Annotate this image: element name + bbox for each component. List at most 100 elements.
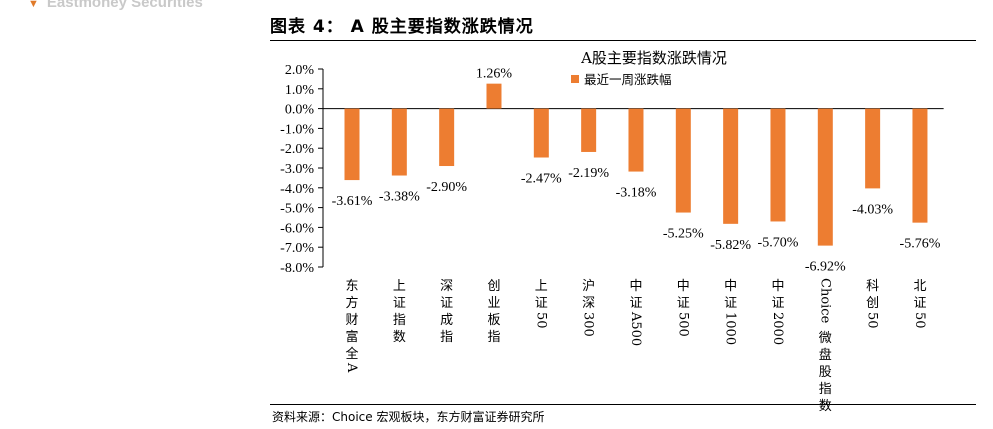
category-label-segment: 指 (487, 330, 500, 345)
category-label-segment: 深 (440, 279, 453, 294)
category-label-segment: 沪 (582, 278, 595, 294)
data-label: -5.70% (758, 235, 799, 250)
top-rule (270, 40, 976, 41)
bar (912, 108, 928, 223)
category-label-segment: 证 (913, 296, 926, 311)
category-label-segment: 数 (393, 330, 406, 345)
category-label-segment: 1000 (723, 312, 738, 345)
bar (486, 83, 502, 109)
chart-title: A股主要指数涨跌情况 (580, 49, 727, 67)
category-label-segment: 富 (345, 329, 358, 345)
brand-triangle-icon: ▼ (28, 0, 39, 10)
category-label-segment: 方 (345, 295, 358, 311)
data-label: 1.26% (476, 67, 513, 82)
category-label-segment: 证 (393, 296, 406, 311)
y-tick-label: -5.0% (280, 202, 314, 217)
category-label-segment: 北 (913, 279, 926, 294)
category-label-segment: 财 (345, 313, 358, 328)
category-label-segment: 中 (629, 279, 642, 294)
category-label-segment: 科 (866, 279, 879, 294)
category-label-segment: 指 (819, 382, 832, 397)
category-label-segment: 上 (535, 279, 548, 294)
category-label-segment: 50 (912, 312, 927, 329)
category-label-segment: 成 (440, 313, 453, 328)
y-tick-label: 1.0% (285, 83, 315, 98)
category-label-segment: 股 (819, 365, 832, 380)
data-label: -5.82% (710, 238, 751, 253)
bar (770, 108, 786, 222)
category-label-segment: 证 (535, 296, 548, 311)
y-tick-label: -8.0% (280, 261, 314, 276)
bar (533, 108, 549, 158)
bar (723, 108, 739, 224)
bar (581, 108, 597, 152)
source-note: 资料来源：Choice 宏观板块，东方财富证券研究所 (272, 410, 545, 424)
category-label-segment: 全 (345, 346, 358, 362)
data-label: -3.18% (616, 186, 657, 201)
data-label: -3.38% (379, 190, 420, 205)
category-label-segment: Choice (817, 278, 832, 324)
category-label-segment: 业 (487, 296, 500, 311)
category-label-segment: 证 (629, 296, 642, 311)
y-tick-label: 0.0% (285, 103, 315, 118)
category-label-segment: 证 (771, 296, 784, 311)
category-label-segment: A500 (628, 311, 643, 346)
category-label-segment: A (344, 362, 359, 373)
legend: 最近一周涨跌幅 (571, 72, 672, 87)
category-label-segment: 盘 (819, 347, 832, 363)
y-tick-label: -4.0% (280, 182, 314, 197)
brand-text: Eastmoney Securities (46, 0, 203, 11)
category-label-segment: 创 (866, 296, 879, 311)
category-label-segment: 板 (487, 313, 500, 328)
figure-title: 图表 4： A 股主要指数涨跌情况 (270, 17, 534, 37)
category-label-segment: 指 (440, 330, 453, 345)
bar (817, 108, 833, 246)
category-label-segment: 中 (724, 279, 737, 294)
category-label-segment: 中 (677, 279, 690, 294)
category-label-segment: 上 (393, 279, 406, 294)
bars (344, 83, 928, 246)
data-label: -3.61% (332, 194, 373, 209)
category-label-segment: 东 (345, 279, 358, 294)
y-tick-label: 2.0% (285, 63, 315, 78)
legend-label: 最近一周涨跌幅 (584, 72, 672, 87)
data-label: -6.92% (805, 260, 846, 275)
data-label: -5.76% (900, 237, 941, 252)
category-label-segment: 2000 (770, 312, 785, 345)
bar (344, 108, 360, 181)
y-tick-label: -6.0% (280, 221, 314, 236)
category-label-segment: 数 (819, 399, 832, 414)
category-label-segment: 50 (533, 312, 548, 329)
category-label-segment: 300 (581, 312, 596, 337)
data-label: -2.90% (426, 180, 467, 195)
bar (628, 108, 644, 172)
category-label-segment: 指 (393, 313, 406, 328)
category-label-segment: 证 (724, 296, 737, 311)
category-label-segment: 创 (487, 279, 500, 294)
bar (675, 108, 691, 213)
data-labels: -3.61% -3.38% -2.90% 1.26% -2.47% -2.19% -3.18… (332, 67, 941, 275)
category-label-segment: 证 (677, 296, 690, 311)
category-label-segment: 中 (771, 279, 784, 294)
category-label-segment: 50 (865, 312, 880, 329)
legend-swatch (571, 75, 579, 83)
y-tick-label: -1.0% (280, 122, 314, 137)
data-label: -4.03% (852, 202, 893, 217)
bar (865, 108, 881, 189)
data-label: -5.25% (663, 227, 704, 242)
category-label-segment: 500 (675, 312, 690, 337)
bar (439, 108, 455, 167)
